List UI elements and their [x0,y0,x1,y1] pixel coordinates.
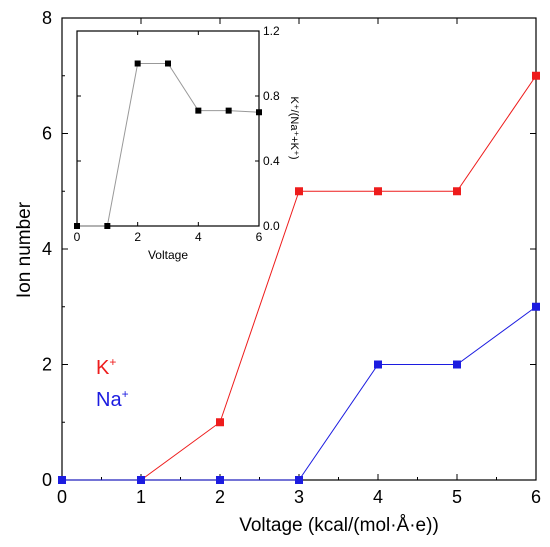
inset-plot-frame [76,30,260,227]
inset-y-tick-label: 0.4 [263,154,280,168]
inset-x-tick-label: 4 [195,230,202,244]
main-y-tick-label: 4 [42,239,52,259]
series-1-point [453,360,461,369]
series-0-point [374,187,382,196]
inset-point [165,60,171,67]
main-axis-ticks: 0 1 2 3 4 5 6 0 2 4 6 8 [42,8,541,507]
inset-plot-background [77,31,259,226]
series-1-point [58,476,66,484]
inset-point [74,223,80,229]
inset-point [104,223,111,229]
series-0-point [453,187,461,196]
series-1-point [137,476,145,484]
main-x-axis-label: Voltage (kcal/(mol·Å·e)) [239,515,439,536]
main-y-tick-label: 0 [42,470,52,490]
series-0-point [216,418,224,427]
inset-point [256,109,262,116]
main-x-tick-label: 0 [57,487,67,507]
legend-entry-k: K+ [96,355,116,379]
main-x-tick-label: 2 [215,487,225,507]
inset-point [195,107,202,114]
main-x-tick-label: 1 [136,487,146,507]
inset-x-axis-label: Voltage [148,248,188,262]
legend-label-na: Na [96,389,122,411]
series-0-point [532,71,540,80]
legend-sup-k: + [109,355,116,369]
inset-axis-ticks: 0 2 4 60.0 0.4 0.8 1.2 [74,24,280,244]
main-y-tick-label: 2 [42,355,52,375]
inset-series-markers [74,60,262,229]
main-y-axis-label: Ion number [14,201,35,298]
main-y-tick-label: 8 [42,8,52,28]
main-x-tick-label: 3 [294,487,304,507]
inset-x-tick-label: 6 [256,230,263,244]
series-1-point [295,476,303,484]
legend-entry-na: Na+ [96,387,129,411]
main-y-tick-label: 6 [42,124,52,144]
series-0-point [295,187,303,196]
legend: K+ Na+ [96,355,129,411]
series-1-point [374,360,382,369]
main-series-markers [58,71,540,484]
inset-chart: 0 2 4 60.0 0.4 0.8 1.2 Voltage K⁺/(Na⁺+K⁺) [74,24,300,262]
series-1-point [532,302,540,311]
main-x-tick-label: 6 [531,487,541,507]
inset-y-tick-label: 1.2 [263,24,280,38]
inset-y-tick-label: 0.8 [263,89,280,103]
inset-point [134,60,141,67]
series-1-point [216,476,224,484]
legend-sup-na: + [122,387,129,401]
legend-label-k: K [96,357,110,379]
series-line-1 [62,306,537,481]
main-x-tick-label: 5 [452,487,462,507]
inset-y-tick-label: 0.0 [263,219,280,233]
inset-x-tick-label: 2 [134,230,141,244]
inset-point [225,107,232,114]
inset-x-tick-label: 0 [74,230,81,244]
main-x-tick-label: 4 [373,487,383,507]
inset-y-axis-label: K⁺/(Na⁺+K⁺) [288,97,300,160]
